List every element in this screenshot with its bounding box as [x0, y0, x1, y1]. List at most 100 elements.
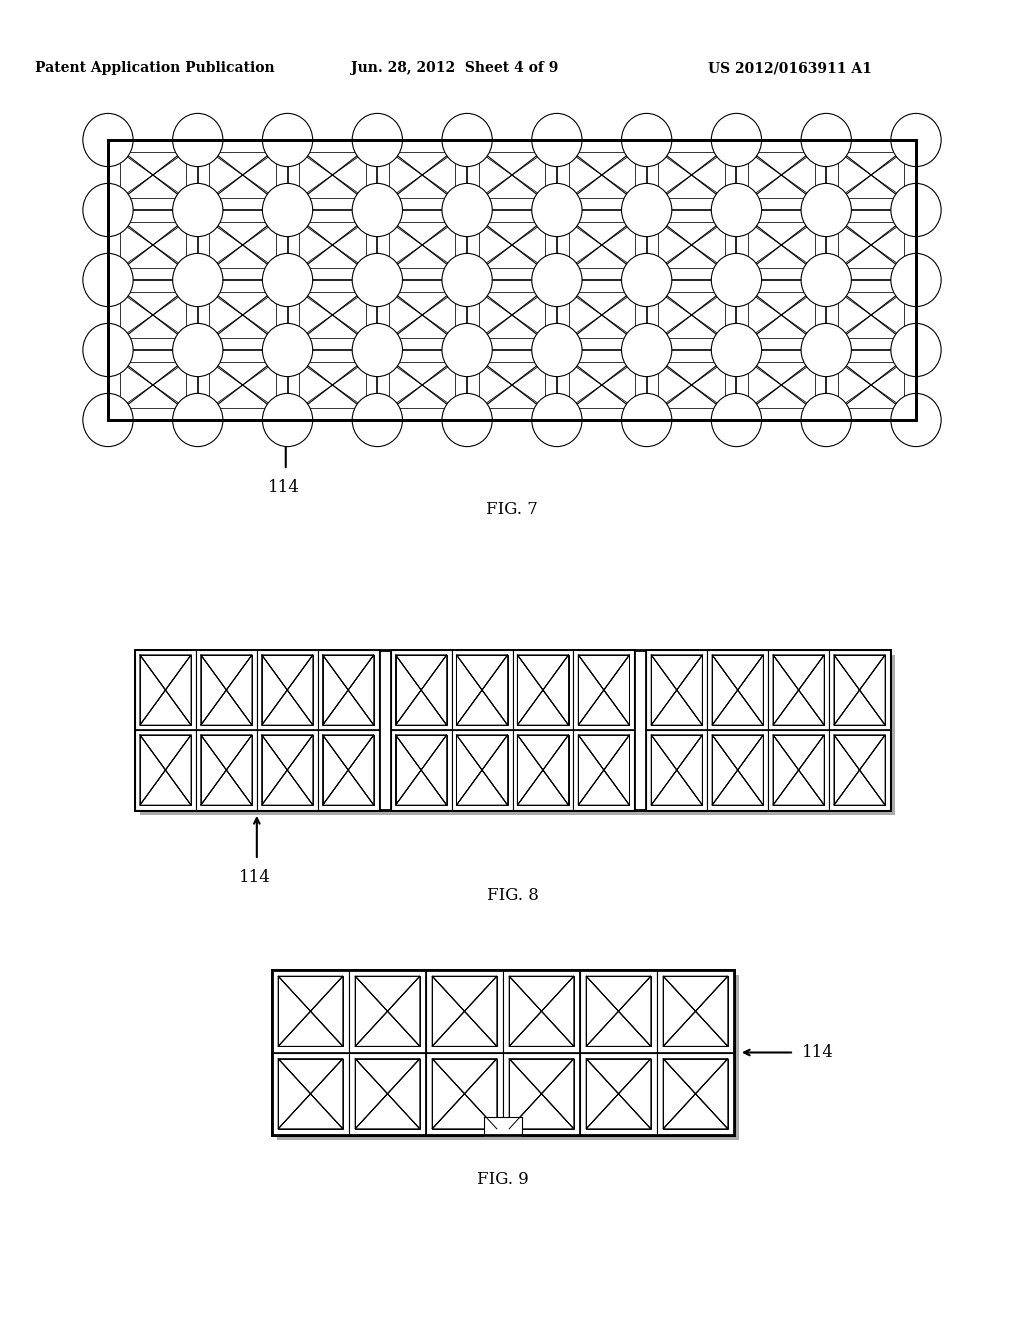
Bar — [568, 362, 635, 408]
Ellipse shape — [173, 323, 223, 376]
FancyBboxPatch shape — [182, 137, 213, 143]
Ellipse shape — [442, 323, 493, 376]
Bar — [712, 655, 763, 725]
Bar — [503, 970, 580, 1052]
Bar — [389, 152, 456, 198]
Bar — [135, 649, 379, 810]
Bar — [140, 655, 191, 725]
Ellipse shape — [83, 183, 133, 236]
Bar — [479, 362, 545, 408]
Bar — [210, 222, 275, 268]
FancyBboxPatch shape — [452, 417, 483, 424]
Ellipse shape — [173, 253, 223, 306]
Ellipse shape — [801, 183, 851, 236]
Bar — [349, 970, 426, 1052]
Bar — [658, 292, 725, 338]
Bar — [262, 655, 313, 725]
Bar — [712, 735, 763, 805]
Bar — [196, 649, 257, 730]
Bar — [272, 970, 734, 1135]
Ellipse shape — [262, 114, 312, 166]
Bar — [658, 362, 725, 408]
Bar — [646, 730, 708, 810]
FancyBboxPatch shape — [541, 137, 572, 143]
Ellipse shape — [622, 183, 672, 236]
Bar — [773, 655, 824, 725]
Bar — [426, 1052, 503, 1135]
FancyBboxPatch shape — [811, 137, 842, 143]
Text: 114: 114 — [239, 870, 270, 887]
Bar — [829, 730, 890, 810]
Bar — [395, 655, 446, 725]
Ellipse shape — [712, 253, 762, 306]
Bar — [484, 1117, 522, 1137]
Bar — [135, 649, 890, 810]
FancyBboxPatch shape — [811, 417, 842, 424]
FancyBboxPatch shape — [92, 137, 124, 143]
FancyBboxPatch shape — [541, 417, 572, 424]
Bar — [108, 140, 916, 420]
Ellipse shape — [83, 323, 133, 376]
Ellipse shape — [352, 323, 402, 376]
Bar — [509, 977, 573, 1047]
Text: 114: 114 — [267, 479, 300, 496]
Text: FIG. 8: FIG. 8 — [486, 887, 539, 903]
Ellipse shape — [262, 253, 312, 306]
Bar — [257, 730, 317, 810]
Ellipse shape — [712, 114, 762, 166]
FancyBboxPatch shape — [271, 417, 303, 424]
Bar — [768, 730, 829, 810]
Bar — [395, 735, 446, 805]
Ellipse shape — [352, 393, 402, 446]
Bar — [512, 730, 573, 810]
Bar — [586, 1059, 651, 1129]
FancyBboxPatch shape — [182, 417, 213, 424]
Ellipse shape — [352, 114, 402, 166]
Ellipse shape — [531, 253, 582, 306]
Text: US 2012/0163911 A1: US 2012/0163911 A1 — [708, 61, 872, 75]
Bar — [317, 649, 379, 730]
Bar — [573, 649, 634, 730]
Ellipse shape — [442, 183, 493, 236]
Bar — [708, 730, 768, 810]
Bar — [773, 735, 824, 805]
Bar — [432, 1059, 497, 1129]
Ellipse shape — [712, 323, 762, 376]
Text: FIG. 9: FIG. 9 — [477, 1172, 528, 1188]
Bar — [140, 735, 191, 805]
Bar — [579, 735, 630, 805]
Bar — [299, 152, 366, 198]
Bar — [452, 649, 512, 730]
Bar — [135, 730, 196, 810]
Bar — [838, 292, 904, 338]
Ellipse shape — [622, 393, 672, 446]
Bar — [391, 649, 634, 810]
FancyBboxPatch shape — [271, 137, 303, 143]
Ellipse shape — [531, 183, 582, 236]
Bar — [646, 649, 890, 810]
Bar — [512, 649, 573, 730]
Ellipse shape — [173, 114, 223, 166]
Bar — [586, 977, 651, 1047]
Bar — [646, 649, 708, 730]
Bar — [426, 970, 580, 1135]
Ellipse shape — [442, 114, 493, 166]
Ellipse shape — [622, 253, 672, 306]
FancyBboxPatch shape — [452, 137, 483, 143]
Ellipse shape — [262, 183, 312, 236]
Bar — [479, 222, 545, 268]
Ellipse shape — [83, 393, 133, 446]
Bar — [389, 292, 456, 338]
Text: 114: 114 — [802, 1044, 834, 1061]
Ellipse shape — [531, 393, 582, 446]
Bar — [749, 362, 814, 408]
Ellipse shape — [622, 323, 672, 376]
Bar — [272, 970, 349, 1052]
Text: Patent Application Publication: Patent Application Publication — [35, 61, 274, 75]
Bar — [749, 292, 814, 338]
Bar — [210, 362, 275, 408]
Bar — [479, 152, 545, 198]
Bar — [838, 362, 904, 408]
FancyBboxPatch shape — [361, 417, 393, 424]
Bar — [658, 222, 725, 268]
